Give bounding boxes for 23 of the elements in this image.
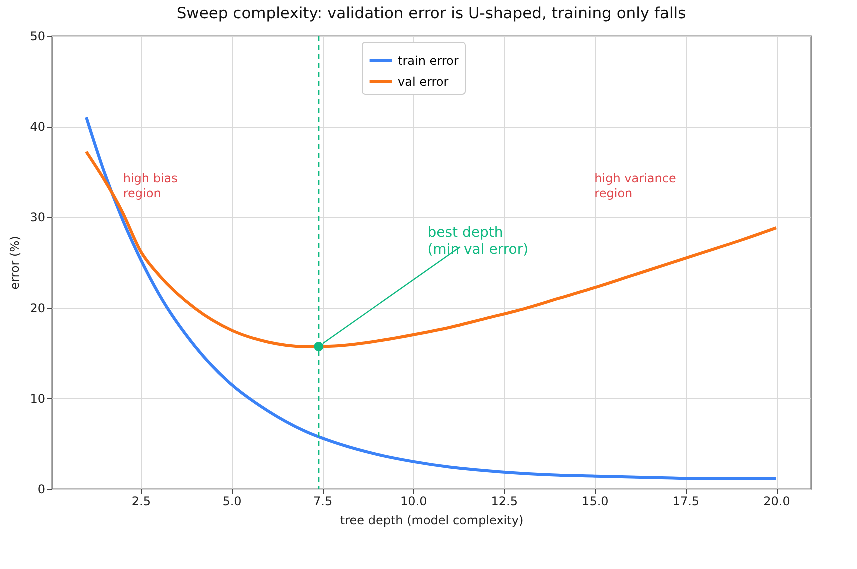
x-tick-label: 12.5 xyxy=(491,494,518,508)
x-tick-label: 20.0 xyxy=(764,494,790,508)
annotation: best depth (min val error) xyxy=(428,224,529,258)
y-tick-label: 10 xyxy=(30,392,46,406)
y-tick-label: 40 xyxy=(30,120,46,134)
line-series xyxy=(85,116,778,481)
x-tick-label: 5.0 xyxy=(222,494,242,508)
y-tick-label: 30 xyxy=(30,210,46,225)
x-tick-label: 10.0 xyxy=(400,494,428,508)
x-tick-label: 15.0 xyxy=(582,494,609,508)
legend-label: train error xyxy=(398,54,459,68)
x-tick-label: 17.5 xyxy=(672,494,700,508)
x-tick-label: 2.5 xyxy=(132,494,152,508)
x-axis-title: tree depth (model complexity) xyxy=(340,514,524,528)
annotation: high bias region xyxy=(123,171,178,200)
legend-label: val error xyxy=(398,75,449,89)
x-tick-label: 7.5 xyxy=(314,494,333,508)
y-axis-title: error (%) xyxy=(8,236,22,290)
y-tick-label: 20 xyxy=(30,301,46,316)
y-tick-label: 50 xyxy=(30,30,46,44)
annotation: high variance region xyxy=(594,171,676,200)
chart-title: Sweep complexity: validation error is U-shaped, training only falls xyxy=(176,4,686,22)
y-tick-label: 0 xyxy=(38,482,46,496)
